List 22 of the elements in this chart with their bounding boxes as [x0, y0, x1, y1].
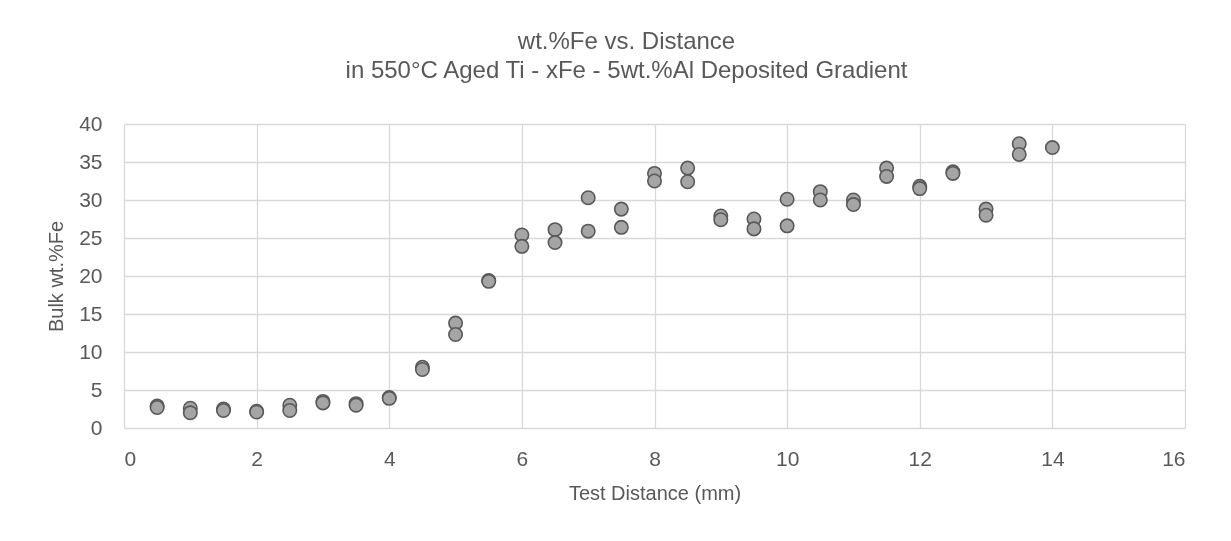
x-tick-label: 8	[649, 446, 661, 470]
x-axis-title: Test Distance (mm)	[568, 481, 742, 504]
y-axis-title: Bulk wt.%Fe	[45, 220, 68, 333]
x-tick-label: 2	[251, 446, 263, 470]
y-tick-label: 20	[79, 263, 103, 287]
x-tick-label: 4	[383, 446, 396, 470]
x-tick-label: 12	[908, 446, 932, 470]
x-tick-label: 0	[124, 446, 137, 470]
y-tick-label: 30	[79, 187, 103, 211]
y-tick-label: 15	[79, 301, 103, 325]
x-tick-label: 6	[516, 446, 529, 470]
y-tick-label: 5	[90, 377, 103, 401]
y-tick-label: 25	[79, 225, 103, 249]
x-tick-label: 14	[1041, 446, 1065, 470]
y-tick-label: 40	[79, 111, 103, 135]
x-tick-label: 10	[775, 446, 800, 470]
y-tick-label: 35	[79, 149, 103, 173]
x-tick-label: 16	[1162, 446, 1186, 470]
y-tick-label: 10	[79, 339, 103, 363]
chart-title: wt.%Fe vs. Distance	[516, 27, 736, 54]
chart-subtitle: in 550°C Aged Ti - xFe - 5wt.%Al Deposited Gradient	[345, 56, 908, 83]
y-tick-label: 0	[90, 415, 103, 439]
